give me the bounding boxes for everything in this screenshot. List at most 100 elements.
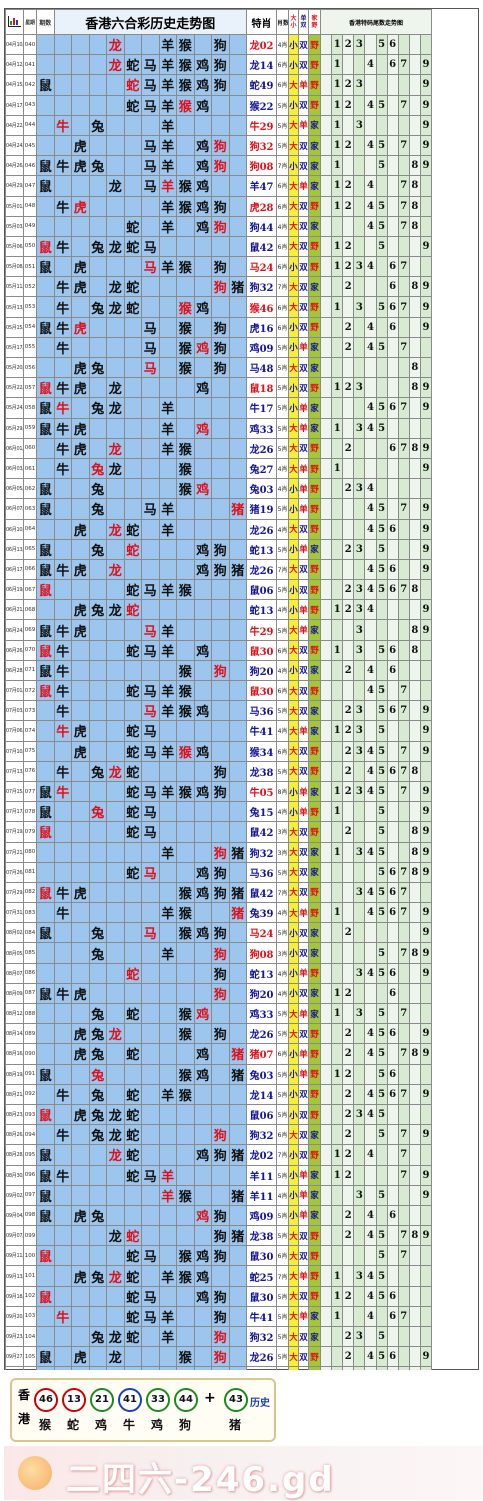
zodiac-count: 7肖: [276, 881, 290, 904]
parity-flag: 双: [298, 377, 310, 399]
zodiac-cell: [228, 377, 248, 399]
tail-digit: [342, 215, 355, 237]
zodiac-cell: 鸡: [193, 922, 212, 944]
special-number: 虎16: [246, 316, 278, 338]
zodiac-cell: [36, 760, 55, 782]
tail-digit: [320, 740, 333, 762]
tail-digit: [408, 1204, 421, 1227]
tail-digit: [353, 437, 366, 459]
zodiac-cell: 牛: [53, 700, 72, 722]
zodiac-cell: 狗: [211, 1023, 230, 1045]
zodiac-cell: 猴: [176, 780, 195, 803]
special-number: 鼠30: [246, 679, 278, 702]
special-number: 牛41: [246, 1305, 278, 1328]
zodiac-cell: 羊: [158, 740, 177, 762]
tail-digit: [386, 336, 399, 359]
table-row: 04月22周二044牛兔羊牛295肖大单家139: [5, 114, 433, 136]
zodiac-cell: 狗: [211, 962, 230, 984]
zodiac-cell: [211, 1002, 230, 1025]
zodiac-cell: 猴: [176, 54, 195, 76]
zodiac-count: 6肖: [276, 1245, 290, 1267]
tail-digit: [386, 1103, 399, 1126]
tail-digit: [331, 316, 344, 338]
tail-digit: [331, 881, 344, 904]
zodiac-cell: [88, 720, 107, 742]
zodiac-count: 5肖: [276, 94, 290, 116]
draw-date: 05月24周六: [5, 397, 24, 419]
tail-digit: [353, 659, 366, 682]
zodiac-cell: 狗: [211, 1285, 230, 1307]
zodiac-cell: [36, 902, 55, 924]
tail-digit: [342, 356, 355, 379]
zodiac-cell: 虎: [71, 1043, 90, 1065]
zodiac-cell: [228, 155, 248, 177]
zodiac-count: 5肖: [276, 760, 290, 782]
history-link[interactable]: 历史: [250, 1398, 270, 1409]
table-row: 05月15周四054鼠牛虎马猴狗虎166肖小双野2469: [5, 316, 433, 338]
zodiac-cell: [71, 33, 90, 56]
home-flag: 家: [308, 417, 322, 439]
special-number: 猴22: [246, 94, 278, 116]
zodiac-cell: 龙: [106, 599, 125, 621]
zodiac-cell: [141, 1063, 160, 1085]
zodiac-cell: 兔: [88, 538, 107, 560]
zodiac-cell: [228, 740, 248, 762]
draw-banner: 香 港 46 猴 13 蛇 21 鸡 41 牛 33 鸡 44 狗 43 猪 + 历史: [10, 1378, 276, 1442]
zodiac-cell: 鼠: [36, 155, 55, 177]
zodiac-cell: [176, 599, 195, 621]
zodiac-cell: [158, 296, 177, 318]
tail-digit: [408, 518, 421, 540]
parity-flag: 单: [298, 902, 310, 924]
zodiac-cell: [88, 175, 107, 197]
tail-digit: [386, 619, 399, 641]
home-flag: 家: [308, 276, 322, 298]
special-number: 蛇25: [246, 1265, 278, 1287]
zodiac-cell: 牛: [53, 720, 72, 742]
size-flag: 小: [288, 397, 300, 419]
zodiac-cell: 蛇: [123, 821, 142, 843]
tail-digit: 6: [386, 437, 399, 459]
tail-digit: [408, 457, 421, 480]
period-number: 085: [23, 942, 37, 964]
zodiac-cell: [106, 498, 125, 520]
zodiac-cell: 鼠: [36, 478, 55, 500]
zodiac-cell: 马: [141, 256, 160, 278]
zodiac-cell: [36, 457, 55, 480]
zodiac-cell: [106, 1063, 125, 1085]
zodiac-cell: [176, 1103, 195, 1126]
zodiac-cell: 猴: [176, 1265, 195, 1287]
zodiac-cell: [36, 437, 55, 459]
zodiac-cell: 兔: [88, 1063, 107, 1085]
zodiac-count: 7肖: [276, 558, 290, 581]
parity-flag: 单: [298, 1204, 310, 1227]
zodiac-cell: 鸡: [193, 1285, 212, 1307]
draw-date: 05月08周四: [5, 256, 24, 278]
zodiac-cell: [193, 1023, 212, 1045]
zodiac-cell: 龙: [106, 276, 125, 298]
tail-digit: [397, 155, 410, 177]
zodiac-cell: [53, 740, 72, 762]
tail-digit: 8: [408, 639, 421, 661]
zodiac-cell: [141, 377, 160, 399]
parity-flag: 双: [298, 1346, 310, 1368]
tail-digit: 1: [331, 74, 344, 96]
zodiac-cell: [123, 498, 142, 520]
zodiac-cell: 龙: [106, 397, 125, 419]
size-flag: 大: [288, 457, 300, 480]
tail-digit: 6: [386, 1285, 399, 1307]
tail-digit: 8: [408, 215, 421, 237]
zodiac-cell: 兔: [88, 760, 107, 782]
zodiac-cell: 猴: [176, 1083, 195, 1105]
tail-digit: [353, 1083, 366, 1105]
zodiac-cell: [71, 114, 90, 136]
zodiac-cell: [53, 94, 72, 116]
tail-digit: 6: [386, 276, 399, 298]
zodiac-cell: [53, 215, 72, 237]
zodiac-count: 6肖: [276, 54, 290, 76]
special-number: 牛17: [246, 397, 278, 419]
table-row: 06月17周二066鼠牛虎龙鸡狗猪龙267肖大双野4569: [5, 558, 433, 581]
draw-date: 07月21周一: [5, 841, 24, 863]
tail-digit: 7: [397, 881, 410, 904]
zodiac-cell: [141, 1204, 160, 1227]
zodiac-cell: 蛇: [123, 1083, 142, 1105]
